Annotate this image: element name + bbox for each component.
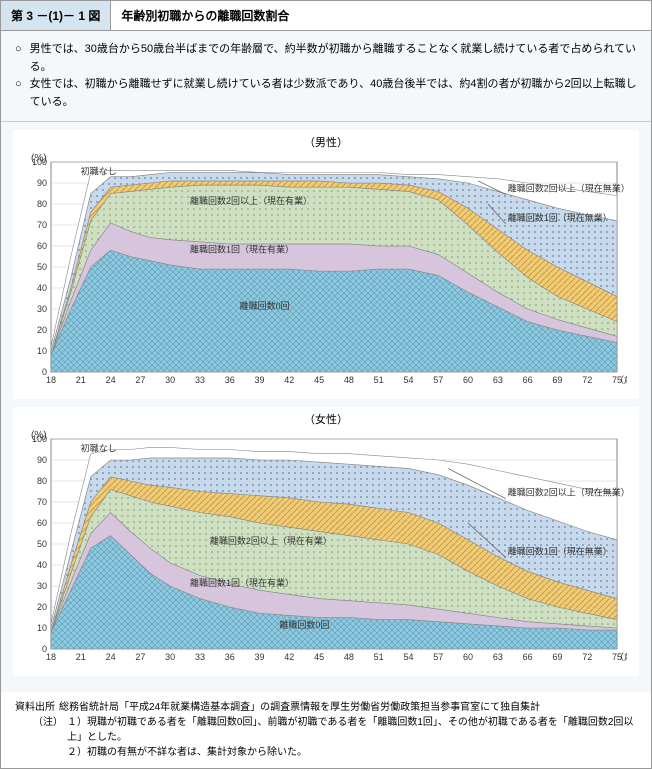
svg-text:51: 51 — [374, 652, 384, 662]
svg-text:48: 48 — [344, 375, 354, 385]
svg-text:42: 42 — [284, 652, 294, 662]
svg-text:80: 80 — [37, 476, 47, 486]
svg-text:45: 45 — [314, 652, 324, 662]
svg-text:69: 69 — [552, 652, 562, 662]
svg-text:(%): (%) — [31, 153, 47, 164]
svg-text:離職回数2回以上（現在無業）: 離職回数2回以上（現在無業） — [508, 183, 627, 194]
footer-notes-body: １）現職が初職である者を「離職回数0回」、前職が初職である者を「離職回数1回」、… — [67, 715, 637, 760]
svg-text:初職なし: 初職なし — [81, 443, 117, 454]
bullet-mark-icon: ○ — [15, 41, 22, 76]
bullet-list: ○ 男性では、30歳台から50歳台半ばまでの年齢層で、約半数が初職から離職するこ… — [1, 31, 651, 122]
svg-text:24: 24 — [106, 652, 116, 662]
svg-text:18: 18 — [46, 652, 56, 662]
chart-area: （男性） 01020304050607080901001821242730333… — [1, 122, 651, 692]
svg-text:80: 80 — [37, 199, 47, 209]
chart-male-plot: 0102030405060708090100182124273033363942… — [17, 152, 635, 395]
footer-note: １）現職が初職である者を「離職回数0回」、前職が初職である者を「離職回数1回」、… — [67, 715, 637, 745]
svg-text:21: 21 — [76, 375, 86, 385]
svg-text:70: 70 — [37, 220, 47, 230]
svg-text:離職回数2回以上（現在無業）: 離職回数2回以上（現在無業） — [508, 487, 627, 498]
svg-text:66: 66 — [523, 652, 533, 662]
svg-text:54: 54 — [403, 375, 413, 385]
svg-text:57: 57 — [433, 375, 443, 385]
svg-text:10: 10 — [37, 623, 47, 633]
footer-source-label: 資料出所 — [15, 700, 55, 715]
svg-text:離職回数2回以上（現在有業）: 離職回数2回以上（現在有業） — [190, 195, 312, 206]
svg-text:63: 63 — [493, 652, 503, 662]
svg-text:48: 48 — [344, 652, 354, 662]
footer-source-text: 総務省統計局「平成24年就業構造基本調査」の調査票情報を厚生労働省労働政策担当参… — [59, 700, 540, 715]
svg-text:36: 36 — [225, 375, 235, 385]
chart-female-plot: 0102030405060708090100182124273033363942… — [17, 429, 635, 672]
chart-title-male: （男性） — [17, 134, 635, 150]
svg-text:33: 33 — [195, 375, 205, 385]
svg-text:66: 66 — [523, 375, 533, 385]
svg-text:57: 57 — [433, 652, 443, 662]
bullet-item: ○ 男性では、30歳台から50歳台半ばまでの年齢層で、約半数が初職から離職するこ… — [15, 41, 637, 76]
bullet-mark-icon: ○ — [15, 76, 22, 111]
svg-text:40: 40 — [37, 283, 47, 293]
bullet-item: ○ 女性では、初職から離職せずに就業し続けている者は少数派であり、40歳台後半で… — [15, 76, 637, 111]
svg-text:60: 60 — [463, 375, 473, 385]
svg-text:39: 39 — [255, 652, 265, 662]
figure-container: 第 3 －(1)－ 1 図 年齢別初職からの離職回数割合 ○ 男性では、30歳台… — [0, 0, 652, 769]
svg-text:60: 60 — [37, 241, 47, 251]
svg-text:10: 10 — [37, 346, 47, 356]
svg-text:18: 18 — [46, 375, 56, 385]
bullet-text: 女性では、初職から離職せずに就業し続けている者は少数派であり、40歳台後半では、… — [30, 76, 637, 111]
svg-text:30: 30 — [165, 652, 175, 662]
svg-text:40: 40 — [37, 560, 47, 570]
svg-text:36: 36 — [225, 652, 235, 662]
svg-text:90: 90 — [37, 178, 47, 188]
svg-text:60: 60 — [463, 652, 473, 662]
footer-note: ２）初職の有無が不詳な者は、集計対象から除いた。 — [67, 745, 637, 760]
figure-title: 年齢別初職からの離職回数割合 — [111, 1, 299, 30]
svg-text:離職回数0回: 離職回数0回 — [240, 300, 290, 311]
svg-text:30: 30 — [165, 375, 175, 385]
figure-footer: 資料出所 総務省統計局「平成24年就業構造基本調査」の調査票情報を厚生労働省労働… — [1, 692, 651, 768]
svg-text:(%): (%) — [31, 430, 47, 441]
svg-text:45: 45 — [314, 375, 324, 385]
svg-text:90: 90 — [37, 455, 47, 465]
svg-text:離職回数0回: 離職回数0回 — [279, 619, 329, 630]
chart-title-female: （女性） — [17, 411, 635, 427]
footer-notes: （注） １）現職が初職である者を「離職回数0回」、前職が初職である者を「離職回数… — [15, 715, 637, 760]
svg-text:39: 39 — [255, 375, 265, 385]
bullet-text: 男性では、30歳台から50歳台半ばまでの年齢層で、約半数が初職から離職することな… — [30, 41, 637, 76]
svg-text:27: 27 — [135, 375, 145, 385]
svg-text:72: 72 — [582, 375, 592, 385]
svg-text:50: 50 — [37, 262, 47, 272]
svg-text:離職回数2回以上（現在有業）: 離職回数2回以上（現在有業） — [210, 535, 332, 546]
svg-text:50: 50 — [37, 539, 47, 549]
svg-text:21: 21 — [76, 652, 86, 662]
svg-text:42: 42 — [284, 375, 294, 385]
svg-text:30: 30 — [37, 581, 47, 591]
figure-number: 第 3 －(1)－ 1 図 — [1, 1, 111, 30]
svg-text:33: 33 — [195, 652, 205, 662]
svg-text:24: 24 — [106, 375, 116, 385]
svg-text:51: 51 — [374, 375, 384, 385]
svg-text:54: 54 — [403, 652, 413, 662]
svg-text:（歳）: （歳） — [615, 374, 627, 385]
svg-text:離職回数1回（現在有業）: 離職回数1回（現在有業） — [190, 577, 294, 588]
chart-male: （男性） 01020304050607080901001821242730333… — [13, 130, 639, 399]
svg-text:離職回数1回（現在無業）: 離職回数1回（現在無業） — [508, 212, 612, 223]
svg-text:離職回数1回（現在無業）: 離職回数1回（現在無業） — [508, 546, 612, 557]
svg-text:30: 30 — [37, 304, 47, 314]
svg-text:69: 69 — [552, 375, 562, 385]
footer-source: 資料出所 総務省統計局「平成24年就業構造基本調査」の調査票情報を厚生労働省労働… — [15, 700, 637, 715]
figure-header: 第 3 －(1)－ 1 図 年齢別初職からの離職回数割合 — [1, 1, 651, 31]
svg-text:初職なし: 初職なし — [81, 166, 117, 177]
svg-text:20: 20 — [37, 602, 47, 612]
svg-text:72: 72 — [582, 652, 592, 662]
svg-text:（歳）: （歳） — [615, 651, 627, 662]
svg-text:27: 27 — [135, 652, 145, 662]
footer-notes-label: （注） — [15, 715, 63, 760]
svg-text:離職回数1回（現在有業）: 離職回数1回（現在有業） — [190, 244, 294, 255]
chart-female: （女性） 01020304050607080901001821242730333… — [13, 407, 639, 676]
svg-text:63: 63 — [493, 375, 503, 385]
svg-text:20: 20 — [37, 325, 47, 335]
svg-text:60: 60 — [37, 518, 47, 528]
svg-text:70: 70 — [37, 497, 47, 507]
